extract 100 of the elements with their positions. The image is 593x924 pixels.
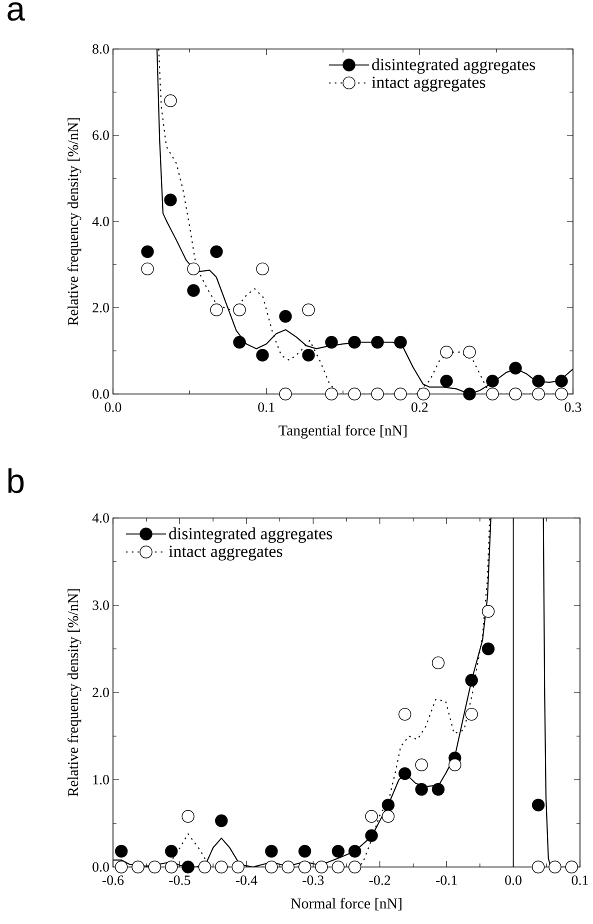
x-tick-label: 0.0 (505, 876, 522, 885)
point (332, 844, 345, 858)
point (325, 388, 338, 400)
legend-label: disintegrated aggregates (169, 527, 332, 543)
y-tick-label: 3.0 (92, 600, 109, 610)
point (215, 860, 228, 874)
y-tick-label: 0.0 (92, 862, 109, 872)
point (482, 642, 495, 656)
point (164, 194, 177, 206)
point (215, 814, 228, 828)
point (187, 262, 200, 276)
point (233, 336, 246, 349)
point (532, 388, 545, 400)
point (315, 860, 328, 874)
point (282, 860, 294, 874)
y-tick-label: 1.0 (93, 775, 109, 784)
x-tick-label: -0.6 (102, 876, 124, 885)
point (555, 388, 568, 400)
point (465, 674, 478, 687)
chart-title: a (8, 2, 26, 21)
point (482, 605, 495, 618)
point (415, 782, 428, 796)
point (394, 388, 407, 400)
point (325, 336, 338, 349)
point (148, 860, 162, 874)
point (548, 860, 562, 874)
point (394, 336, 407, 349)
point (165, 844, 178, 858)
point (256, 348, 269, 362)
point (265, 844, 278, 858)
point (532, 860, 545, 874)
point (486, 374, 499, 388)
point (365, 829, 378, 842)
point (332, 860, 345, 874)
point (432, 782, 445, 796)
x-axis-title: Tangential force [nN] (278, 424, 407, 439)
point (298, 860, 312, 874)
point (371, 336, 384, 349)
x-tick-label: -0.4 (236, 876, 258, 885)
x-tick-label: 0.1 (258, 402, 274, 412)
point (187, 284, 200, 297)
point (440, 346, 453, 359)
x-tick-label: 0.0 (104, 402, 122, 412)
point (382, 810, 395, 823)
y-tick-label: 4.0 (92, 216, 109, 226)
y-tick-label: 0.0 (92, 389, 109, 399)
point (114, 844, 128, 858)
point (486, 388, 499, 400)
point (114, 860, 128, 874)
point (348, 844, 362, 858)
legend-label: intact aggregates (372, 76, 486, 92)
point (210, 304, 223, 316)
x-tick-label: -0.5 (169, 876, 190, 885)
point (298, 844, 312, 858)
point (398, 708, 412, 721)
y-axis-title: Relative frequency density [%/nN] (67, 118, 82, 326)
point (210, 245, 223, 258)
point (398, 767, 412, 780)
point (348, 336, 361, 349)
point (233, 304, 246, 316)
point (532, 798, 545, 812)
point (415, 758, 428, 772)
point (432, 656, 445, 670)
x-tick-label: -0.3 (302, 876, 324, 885)
point (365, 810, 378, 823)
x-tick-label: 0.1 (572, 876, 588, 885)
x-tick-label: -0.2 (369, 876, 390, 885)
point (509, 362, 522, 374)
y-tick-label: 4.0 (92, 513, 109, 523)
x-tick-label: 0.3 (564, 402, 582, 412)
point (465, 708, 478, 721)
point (555, 374, 568, 388)
point (256, 262, 269, 276)
y-tick-label: 8.0 (92, 44, 109, 54)
point (448, 758, 462, 772)
point (565, 860, 578, 874)
x-tick-label: 0.2 (411, 402, 428, 412)
point (141, 245, 154, 258)
point (141, 262, 154, 276)
point (279, 310, 292, 323)
point (198, 860, 212, 874)
point (348, 388, 361, 400)
x-axis-title: Normal force [nN] (290, 898, 402, 910)
point (509, 388, 522, 400)
chart-title: b (8, 468, 24, 494)
point (440, 374, 453, 388)
point (463, 346, 476, 359)
point (302, 348, 315, 362)
legend-label: disintegrated aggregates (372, 58, 536, 74)
point (417, 388, 430, 400)
point (279, 388, 292, 400)
point (132, 860, 144, 874)
y-tick-label: 2.0 (92, 303, 109, 312)
y-tick-label: 6.0 (92, 130, 109, 140)
x-tick-label: -0.1 (436, 876, 457, 885)
point (463, 388, 476, 400)
point (302, 304, 315, 316)
point (164, 94, 177, 108)
point (265, 860, 278, 874)
y-tick-label: 2.0 (92, 688, 109, 698)
